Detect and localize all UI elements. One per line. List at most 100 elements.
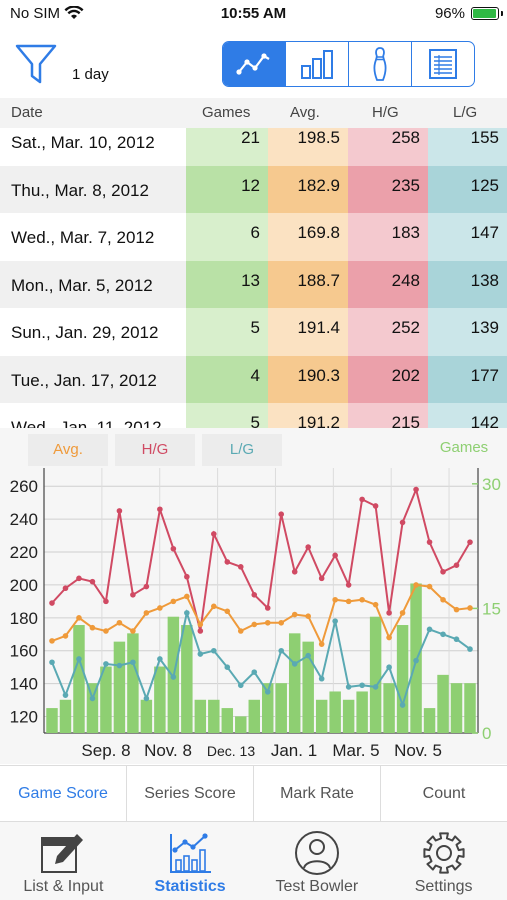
list-mode-button[interactable] — [411, 42, 474, 86]
bar-chart-mode-button[interactable] — [285, 42, 348, 86]
row-avg: 182.9 — [297, 175, 340, 195]
legend-games[interactable]: Games — [424, 432, 504, 464]
games-bar — [127, 633, 139, 733]
legend-hg-label: H/G — [141, 441, 169, 458]
hg-column-header[interactable]: H/G — [372, 104, 399, 121]
series-point-avg — [49, 638, 55, 644]
table-row[interactable]: Thu., Mar. 8, 2012 12 182.9 235 125 — [0, 165, 507, 213]
series-point-lg — [237, 682, 244, 689]
table-row[interactable]: Sat., Mar. 10, 2012 21 198.5 258 155 — [0, 128, 507, 166]
games-bar — [46, 708, 58, 733]
line-chart-mode-button[interactable] — [223, 42, 285, 86]
series-point-lg — [49, 659, 55, 666]
row-lg: 147 — [470, 223, 499, 242]
row-date: Tue., Jan. 17, 2012 — [11, 370, 157, 390]
series-point-hg — [413, 486, 419, 493]
row-lg: 125 — [470, 175, 499, 195]
series-point-avg — [237, 628, 244, 634]
games-bar — [86, 683, 99, 733]
series-point-lg — [278, 647, 285, 654]
row-games: 6 — [250, 223, 260, 242]
x-tick-label: Sep. 8 — [81, 741, 130, 760]
games-bar — [73, 625, 85, 733]
tab-game-score[interactable]: Game Score — [18, 785, 108, 802]
pin-mode-button[interactable] — [348, 42, 411, 86]
score-table[interactable]: Sat., Mar. 10, 2012 21 198.5 258 155 Thu… — [0, 128, 507, 428]
series-point-avg — [143, 610, 150, 616]
y-tick-label: 180 — [10, 609, 38, 628]
y-tick-label: 140 — [10, 675, 38, 694]
y-tick-label: 160 — [10, 642, 38, 661]
series-point-hg — [130, 592, 136, 598]
row-hg: 215 — [391, 413, 420, 428]
series-point-lg — [264, 689, 271, 695]
legend-avg-label: Avg. — [53, 441, 83, 458]
row-games: 4 — [250, 365, 260, 385]
table-row[interactable]: Mon., Mar. 5, 2012 13 188.7 248 138 — [0, 260, 507, 308]
series-point-hg — [467, 539, 473, 545]
table-row[interactable]: Wed., Mar. 7, 2012 6 169.8 183 147 — [0, 213, 507, 261]
filter-icon[interactable] — [14, 42, 58, 86]
tab-mark-rate[interactable]: Mark Rate — [253, 766, 380, 821]
table-row[interactable]: Sun., Jan. 29, 2012 5 191.4 252 139 — [0, 308, 507, 356]
row-hg: 248 — [391, 270, 420, 290]
nav-list-input[interactable]: List & Input — [0, 822, 127, 900]
row-hg: 202 — [391, 365, 420, 385]
row-hg: 258 — [391, 128, 420, 147]
legend-hg[interactable]: H/G — [115, 434, 195, 466]
y2-tick-label: 0 — [482, 724, 491, 743]
series-point-avg — [426, 583, 433, 590]
series-point-hg — [49, 600, 55, 606]
y-tick-label: 200 — [10, 576, 38, 595]
tab-count[interactable]: Count — [380, 766, 507, 821]
series-point-lg — [224, 664, 231, 670]
avg-column-header[interactable]: Avg. — [290, 104, 320, 121]
series-point-avg — [170, 598, 177, 605]
row-avg: 188.7 — [297, 270, 340, 290]
row-date: Sat., Mar. 10, 2012 — [11, 133, 155, 152]
nav-statistics[interactable]: Statistics — [127, 822, 254, 900]
series-point-lg — [332, 618, 338, 624]
nav-test-bowler[interactable]: Test Bowler — [254, 822, 381, 900]
games-bar — [396, 625, 409, 733]
row-date: Thu., Mar. 8, 2012 — [11, 180, 149, 200]
y-tick-label: 240 — [10, 510, 38, 529]
series-point-avg — [251, 621, 258, 628]
score-type-tabs: Game Score Series Score Mark Rate Count — [0, 765, 507, 822]
y-tick-label: 260 — [10, 477, 38, 496]
nav-settings[interactable]: Settings — [380, 822, 507, 900]
series-point-hg — [157, 506, 163, 513]
lg-column-header[interactable]: L/G — [453, 104, 478, 121]
games-bar — [423, 708, 436, 733]
games-bar — [154, 666, 166, 733]
series-point-avg — [386, 634, 392, 641]
tab-series-score[interactable]: Series Score — [126, 766, 253, 821]
legend-avg[interactable]: Avg. — [28, 434, 108, 466]
games-column-header[interactable]: Games — [202, 104, 251, 121]
row-lg: 142 — [470, 413, 499, 428]
series-point-lg — [197, 651, 204, 657]
date-column-header[interactable]: Date — [11, 104, 43, 121]
x-tick-label: Jan. 1 — [271, 741, 317, 760]
games-bar — [275, 683, 287, 733]
x-tick-label: Nov. 5 — [394, 741, 442, 760]
row-avg: 198.5 — [297, 128, 340, 147]
games-bar — [262, 683, 274, 733]
series-point-hg — [143, 583, 150, 590]
table-row[interactable]: Tue., Jan. 17, 2012 4 190.3 202 177 — [0, 355, 507, 403]
table-row[interactable]: Wed., Jan. 11, 2012 5 191.2 215 142 — [0, 403, 507, 428]
period-label[interactable]: 1 day — [72, 66, 109, 83]
battery-icon — [471, 7, 503, 20]
games-bar — [181, 625, 193, 733]
person-icon — [294, 831, 339, 875]
series-point-avg — [157, 605, 163, 611]
games-bar — [235, 716, 247, 733]
series-point-lg — [305, 652, 311, 659]
legend-lg[interactable]: L/G — [202, 434, 282, 466]
games-bar — [437, 674, 449, 733]
series-point-avg — [130, 628, 136, 634]
row-date: Wed., Jan. 11, 2012 — [11, 418, 162, 428]
series-point-hg — [291, 568, 298, 575]
score-chart[interactable]: 120 140 160 180 200 220 240 260 0 15 30 Sep. 8 Nov. … — [0, 428, 507, 764]
games-bar — [59, 699, 72, 733]
